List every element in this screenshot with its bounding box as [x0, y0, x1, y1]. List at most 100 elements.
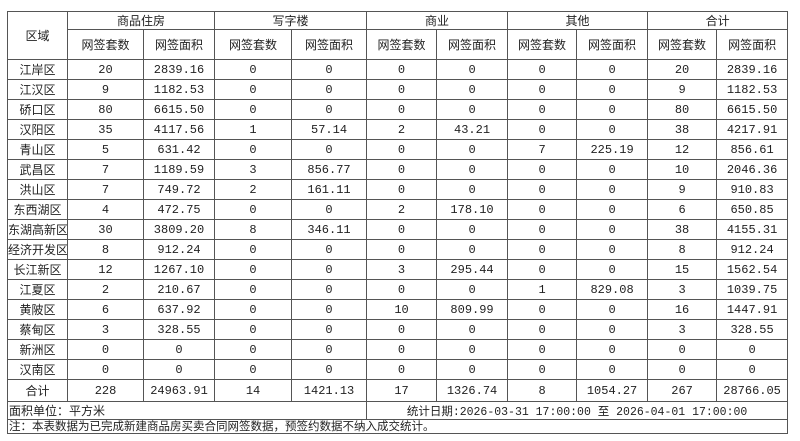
- count-cell: 14: [214, 379, 293, 402]
- area-cell: 1189.59: [142, 159, 216, 180]
- count-cell: 17: [366, 379, 438, 402]
- area-cell: 0: [436, 359, 509, 380]
- area-cell: 328.55: [716, 319, 789, 340]
- count-header: 网签套数: [366, 29, 438, 60]
- count-cell: 0: [366, 179, 438, 200]
- area-cell: 0: [142, 339, 216, 360]
- count-cell: 8: [647, 239, 718, 260]
- count-cell: 0: [214, 259, 293, 280]
- count-cell: 7: [67, 159, 144, 180]
- count-cell: 5: [67, 139, 144, 160]
- count-cell: 0: [647, 359, 718, 380]
- area-header: 网签面积: [291, 29, 368, 60]
- area-cell: 0: [436, 59, 509, 80]
- area-cell: 1039.75: [716, 279, 789, 300]
- count-cell: 0: [507, 319, 578, 340]
- table-row: 江夏区 2 210.67 0 0 0 0 1 829.08 3 1039.75: [7, 279, 789, 300]
- count-cell: 7: [67, 179, 144, 200]
- area-cell: 1562.54: [716, 259, 789, 280]
- table-row: 东湖高新区 30 3809.20 8 346.11 0 0 0 0 38 4155.31: [7, 219, 789, 240]
- count-cell: 0: [214, 299, 293, 320]
- group-header: 写字楼: [214, 11, 368, 30]
- table-row: 洪山区 7 749.72 2 161.11 0 0 0 0 9 910.83: [7, 179, 789, 200]
- area-header: 网签面积: [716, 29, 789, 60]
- area-cell: 0: [576, 79, 649, 100]
- area-cell: 1267.10: [142, 259, 216, 280]
- area-cell: 1182.53: [716, 79, 789, 100]
- area-cell: 0: [576, 299, 649, 320]
- count-cell: 12: [647, 139, 718, 160]
- area-cell: 0: [436, 279, 509, 300]
- area-cell: 328.55: [142, 319, 216, 340]
- count-cell: 8: [507, 379, 578, 402]
- sales-table: 区域 商品住房 写字楼 商业 其他 合计 网签套数 网签面积 网签套数 网签面积 网签套…: [6, 11, 789, 434]
- stat-date: 统计日期:2026-03-31 17:00:00 至 2026-04-01 17…: [366, 401, 789, 420]
- area-cell: 1054.27: [576, 379, 649, 402]
- count-cell: 20: [67, 59, 144, 80]
- area-cell: 0: [436, 319, 509, 340]
- area-cell: 912.24: [142, 239, 216, 260]
- area-header: 网签面积: [576, 29, 649, 60]
- table-row: 长江新区 12 1267.10 0 0 3 295.44 0 0 15 1562.54: [7, 259, 789, 280]
- count-cell: 10: [366, 299, 438, 320]
- count-cell: 0: [366, 359, 438, 380]
- count-cell: 80: [67, 99, 144, 120]
- area-cell: 3809.20: [142, 219, 216, 240]
- count-header: 网签套数: [647, 29, 718, 60]
- count-cell: 1: [214, 119, 293, 140]
- area-cell: 178.10: [436, 199, 509, 220]
- count-header: 网签套数: [507, 29, 578, 60]
- area-cell: 161.11: [291, 179, 368, 200]
- area-cell: 0: [576, 239, 649, 260]
- count-cell: 9: [67, 79, 144, 100]
- area-unit: 面积单位：平方米: [6, 401, 367, 420]
- area-cell: 0: [576, 359, 649, 380]
- count-cell: 0: [507, 119, 578, 140]
- region-cell: 汉阳区: [7, 119, 68, 140]
- count-cell: 0: [67, 359, 144, 380]
- count-cell: 0: [507, 159, 578, 180]
- group-header: 其他: [507, 11, 649, 30]
- count-cell: 0: [366, 319, 438, 340]
- area-cell: 0: [576, 259, 649, 280]
- area-cell: 0: [436, 139, 509, 160]
- area-cell: 0: [576, 219, 649, 240]
- table-row: 江岸区 20 2839.16 0 0 0 0 0 0 20 2839.16: [7, 59, 789, 80]
- area-cell: 0: [576, 119, 649, 140]
- total-row: 合计 228 24963.91 14 1421.13 17 1326.74 8 1054.27 2…: [7, 379, 789, 402]
- area-cell: 0: [291, 299, 368, 320]
- area-cell: 0: [291, 79, 368, 100]
- count-cell: 267: [647, 379, 718, 402]
- area-cell: 0: [716, 359, 789, 380]
- area-header: 网签面积: [142, 29, 216, 60]
- group-header: 合计: [647, 11, 789, 30]
- region-cell: 经济开发区: [7, 239, 68, 260]
- count-cell: 7: [507, 139, 578, 160]
- group-header: 商品住房: [66, 11, 216, 30]
- note-text: 注：本表数据为已完成新建商品房买卖合同网签数据，预签约数据不纳入成交统计。: [6, 419, 789, 434]
- area-cell: 6615.50: [142, 99, 216, 120]
- region-cell: 武昌区: [7, 159, 68, 180]
- area-cell: 0: [436, 99, 509, 120]
- area-cell: 0: [436, 159, 509, 180]
- area-cell: 0: [576, 99, 649, 120]
- count-cell: 3: [67, 319, 144, 340]
- count-cell: 0: [507, 219, 578, 240]
- count-cell: 0: [214, 239, 293, 260]
- header-row-sub: 网签套数 网签面积 网签套数 网签面积 网签套数 网签面积 网签套数 网签面积 网签套数 网签面积: [8, 29, 789, 60]
- area-cell: 637.92: [142, 299, 216, 320]
- region-cell: 合计: [7, 379, 68, 402]
- region-cell: 洪山区: [7, 179, 68, 200]
- count-cell: 2: [67, 279, 144, 300]
- count-cell: 228: [67, 379, 144, 402]
- count-cell: 0: [214, 139, 293, 160]
- region-cell: 蔡甸区: [7, 319, 68, 340]
- count-cell: 16: [647, 299, 718, 320]
- count-cell: 30: [67, 219, 144, 240]
- area-cell: 0: [436, 79, 509, 100]
- count-cell: 2: [214, 179, 293, 200]
- table-row: 汉阳区 35 4117.56 1 57.14 2 43.21 0 0 38 4217.91: [7, 119, 789, 140]
- count-cell: 38: [647, 119, 718, 140]
- region-cell: 东西湖区: [7, 199, 68, 220]
- table-row: 蔡甸区 3 328.55 0 0 0 0 0 0 3 328.55: [7, 319, 789, 340]
